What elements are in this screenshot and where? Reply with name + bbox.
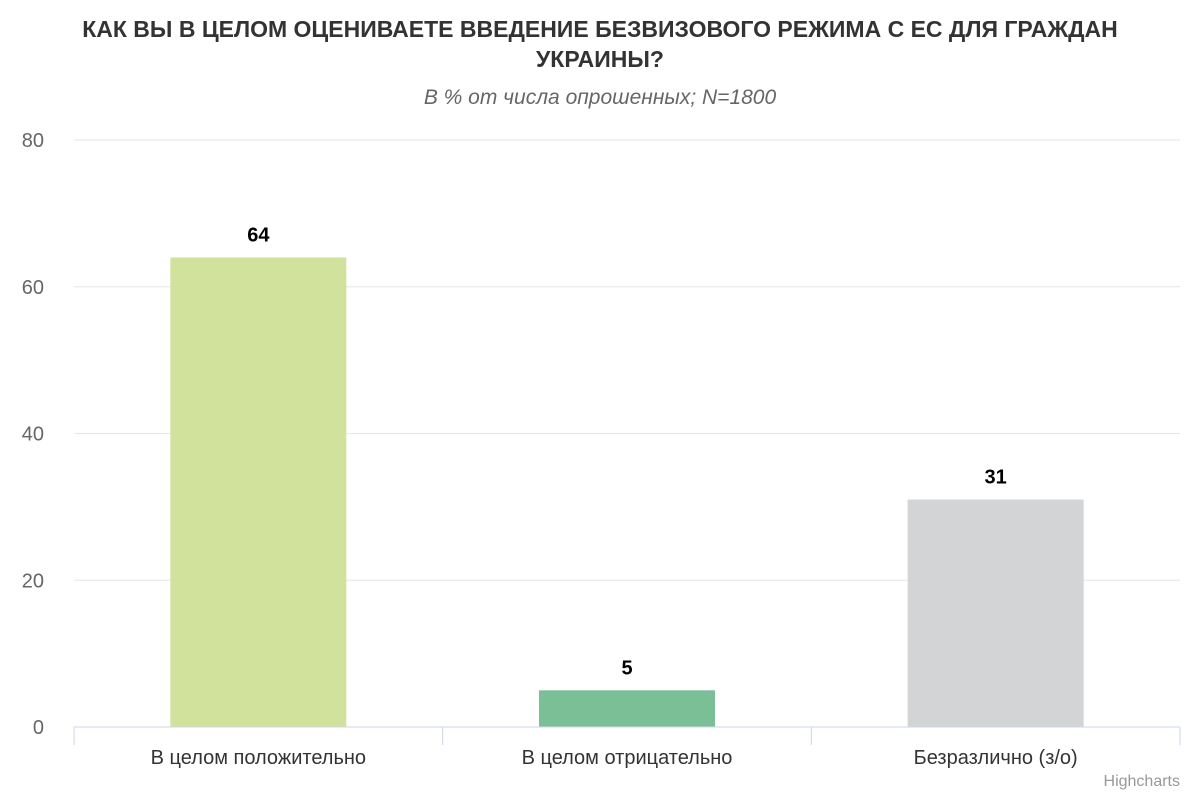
chart-title: КАК ВЫ В ЦЕЛОМ ОЦЕНИВАЕТЕ ВВЕДЕНИЕ БЕЗВИ… [82, 16, 1118, 72]
data-label: 64 [247, 224, 270, 246]
x-tick-label: В целом отрицательно [522, 747, 733, 769]
highcharts-credits[interactable]: Highcharts [1103, 773, 1180, 790]
data-label: 31 [985, 467, 1007, 489]
y-tick-label: 80 [22, 130, 44, 152]
bar [170, 257, 347, 727]
bar [907, 499, 1084, 727]
bar [539, 690, 715, 727]
x-tick-label: В целом положительно [151, 747, 366, 769]
y-tick-label: 20 [22, 570, 44, 592]
data-label: 5 [621, 657, 632, 679]
y-tick-label: 0 [33, 717, 44, 739]
chart-subtitle: В % от числа опрошенных; N=1800 [423, 86, 777, 109]
x-tick-label: Безразлично (з/о) [914, 747, 1078, 769]
y-tick-label: 60 [22, 277, 44, 299]
y-tick-label: 40 [22, 424, 44, 446]
